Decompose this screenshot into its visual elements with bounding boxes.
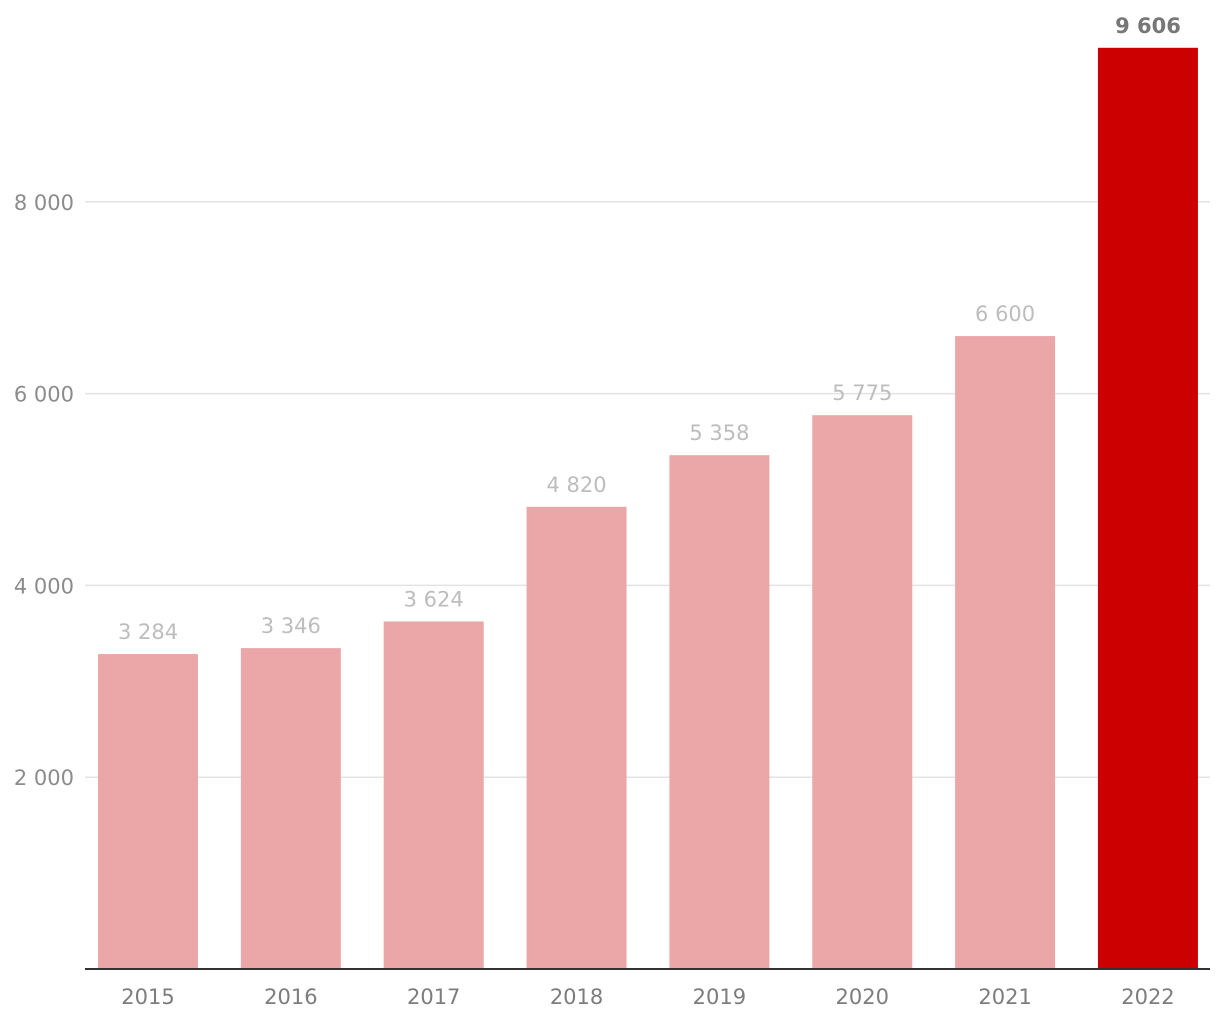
value-label-2019: 5 358 [689, 421, 749, 445]
value-label-2015: 3 284 [118, 620, 178, 644]
y-tick-label: 2 000 [14, 766, 74, 790]
value-label-2018: 4 820 [546, 473, 606, 497]
bar-2020 [812, 415, 913, 969]
x-tick-label-2016: 2016 [264, 985, 317, 1009]
x-tick-label-2022: 2022 [1121, 985, 1174, 1009]
x-tick-label-2021: 2021 [978, 985, 1031, 1009]
y-tick-label: 8 000 [14, 191, 74, 215]
bars [98, 47, 1198, 969]
value-label-2021: 6 600 [975, 302, 1035, 326]
value-label-2016: 3 346 [261, 614, 321, 638]
value-label-2017: 3 624 [404, 587, 464, 611]
x-axis-ticks: 2015 2016 2017 2018 2019 2020 2021 2022 [121, 985, 1174, 1009]
x-tick-label-2015: 2015 [121, 985, 174, 1009]
value-label-2020: 5 775 [832, 381, 892, 405]
value-label-2022: 9 606 [1115, 14, 1181, 38]
bar-2022 [1097, 47, 1198, 969]
y-axis-ticks: 2 000 4 000 6 000 8 000 [14, 191, 74, 790]
value-labels: 3 284 3 346 3 624 4 820 5 358 5 775 6 600 9 606 [118, 14, 1181, 644]
y-tick-label: 6 000 [14, 383, 74, 407]
x-tick-label-2019: 2019 [693, 985, 746, 1009]
x-tick-label-2018: 2018 [550, 985, 603, 1009]
x-tick-label-2017: 2017 [407, 985, 460, 1009]
bar-2016 [240, 648, 341, 969]
bar-2019 [669, 455, 770, 969]
bar-2017 [383, 621, 484, 969]
y-tick-label: 4 000 [14, 574, 74, 598]
bar-2015 [98, 654, 198, 969]
x-tick-label-2020: 2020 [836, 985, 889, 1009]
bar-2021 [955, 336, 1056, 969]
bar-2018 [526, 506, 627, 969]
